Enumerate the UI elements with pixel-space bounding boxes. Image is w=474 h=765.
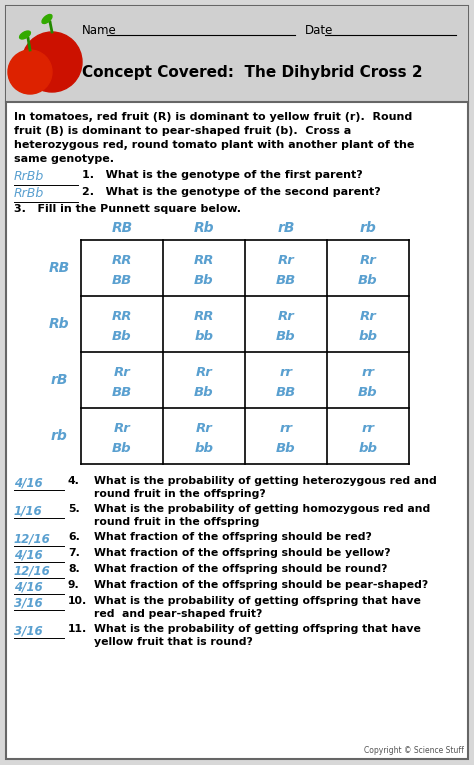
Text: round fruit in the offspring?: round fruit in the offspring? [94, 489, 266, 499]
Text: RR: RR [112, 310, 132, 323]
Text: Bb: Bb [358, 386, 378, 399]
Text: 3.   Fill in the Punnett square below.: 3. Fill in the Punnett square below. [14, 204, 241, 214]
Text: 10.: 10. [68, 596, 87, 606]
Text: Rb: Rb [49, 317, 69, 331]
Text: Rr: Rr [278, 253, 294, 266]
Text: rr: rr [362, 366, 374, 379]
Text: Concept Covered:  The Dihybrid Cross 2: Concept Covered: The Dihybrid Cross 2 [82, 64, 422, 80]
Text: rb: rb [51, 429, 67, 443]
Text: Rr: Rr [360, 310, 376, 323]
Text: What fraction of the offspring should be red?: What fraction of the offspring should be… [94, 532, 372, 542]
Text: bb: bb [358, 441, 377, 454]
Text: 3/16: 3/16 [14, 624, 43, 637]
Text: bb: bb [358, 330, 377, 343]
Circle shape [8, 50, 52, 94]
Text: 8.: 8. [68, 564, 80, 574]
Text: Bb: Bb [358, 274, 378, 287]
Text: Bb: Bb [112, 330, 132, 343]
Text: RB: RB [48, 261, 70, 275]
Text: red  and pear-shaped fruit?: red and pear-shaped fruit? [94, 609, 263, 619]
Text: Copyright © Science Stuff: Copyright © Science Stuff [364, 746, 464, 755]
Text: BB: BB [112, 386, 132, 399]
Text: What is the probability of getting heterozygous red and: What is the probability of getting heter… [94, 476, 437, 486]
Text: BB: BB [276, 386, 296, 399]
Text: 12/16: 12/16 [14, 564, 51, 577]
Text: Rr: Rr [196, 422, 212, 435]
Text: Bb: Bb [194, 274, 214, 287]
Text: In tomatoes, red fruit (R) is dominant to yellow fruit (r).  Round: In tomatoes, red fruit (R) is dominant t… [14, 112, 412, 122]
Text: Bb: Bb [194, 386, 214, 399]
Text: What fraction of the offspring should be pear-shaped?: What fraction of the offspring should be… [94, 580, 428, 590]
Text: What fraction of the offspring should be yellow?: What fraction of the offspring should be… [94, 548, 391, 558]
Text: 4/16: 4/16 [14, 476, 43, 489]
Text: Bb: Bb [276, 441, 296, 454]
Text: 11.: 11. [68, 624, 87, 634]
Text: heterozygous red, round tomato plant with another plant of the: heterozygous red, round tomato plant wit… [14, 140, 414, 150]
Text: fruit (B) is dominant to pear-shaped fruit (b).  Cross a: fruit (B) is dominant to pear-shaped fru… [14, 126, 351, 136]
Text: bb: bb [194, 441, 213, 454]
Text: 3/16: 3/16 [14, 596, 43, 609]
Text: RrBb: RrBb [14, 170, 44, 183]
Text: Rr: Rr [360, 253, 376, 266]
Text: yellow fruit that is round?: yellow fruit that is round? [94, 637, 253, 647]
Text: 12/16: 12/16 [14, 532, 51, 545]
Text: Bb: Bb [276, 330, 296, 343]
Text: RR: RR [194, 253, 214, 266]
Text: rb: rb [360, 221, 376, 235]
Text: 5.: 5. [68, 504, 80, 514]
Circle shape [22, 32, 82, 92]
Ellipse shape [19, 31, 30, 39]
Text: BB: BB [276, 274, 296, 287]
Text: Rr: Rr [114, 366, 130, 379]
Text: What fraction of the offspring should be round?: What fraction of the offspring should be… [94, 564, 388, 574]
Text: Rr: Rr [114, 422, 130, 435]
Text: 7.: 7. [68, 548, 80, 558]
Text: round fruit in the offspring: round fruit in the offspring [94, 517, 259, 527]
Text: RR: RR [194, 310, 214, 323]
Text: Name: Name [82, 24, 117, 37]
Text: 1.   What is the genotype of the first parent?: 1. What is the genotype of the first par… [82, 170, 363, 180]
Text: 2.   What is the genotype of the second parent?: 2. What is the genotype of the second pa… [82, 187, 381, 197]
Text: 4/16: 4/16 [14, 548, 43, 561]
Bar [6, 6, 468, 102]
Text: 1/16: 1/16 [14, 504, 43, 517]
Text: RR: RR [112, 253, 132, 266]
Text: Rr: Rr [278, 310, 294, 323]
Text: rr: rr [280, 366, 292, 379]
Ellipse shape [42, 15, 52, 24]
Text: What is the probability of getting offspring that have: What is the probability of getting offsp… [94, 624, 421, 634]
Text: Bb: Bb [112, 441, 132, 454]
Text: rr: rr [280, 422, 292, 435]
Text: 9.: 9. [68, 580, 80, 590]
Text: rB: rB [50, 373, 68, 387]
Text: What is the probability of getting offspring that have: What is the probability of getting offsp… [94, 596, 421, 606]
Text: rB: rB [277, 221, 295, 235]
Text: Rb: Rb [194, 221, 214, 235]
Text: What is the probability of getting homozygous red and: What is the probability of getting homoz… [94, 504, 430, 514]
Text: Date: Date [305, 24, 333, 37]
Text: bb: bb [194, 330, 213, 343]
Text: BB: BB [112, 274, 132, 287]
Text: RrBb: RrBb [14, 187, 44, 200]
Text: RB: RB [111, 221, 133, 235]
Text: rr: rr [362, 422, 374, 435]
Text: Rr: Rr [196, 366, 212, 379]
Text: 6.: 6. [68, 532, 80, 542]
Text: 4.: 4. [68, 476, 80, 486]
Text: same genotype.: same genotype. [14, 154, 114, 164]
Text: 4/16: 4/16 [14, 580, 43, 593]
